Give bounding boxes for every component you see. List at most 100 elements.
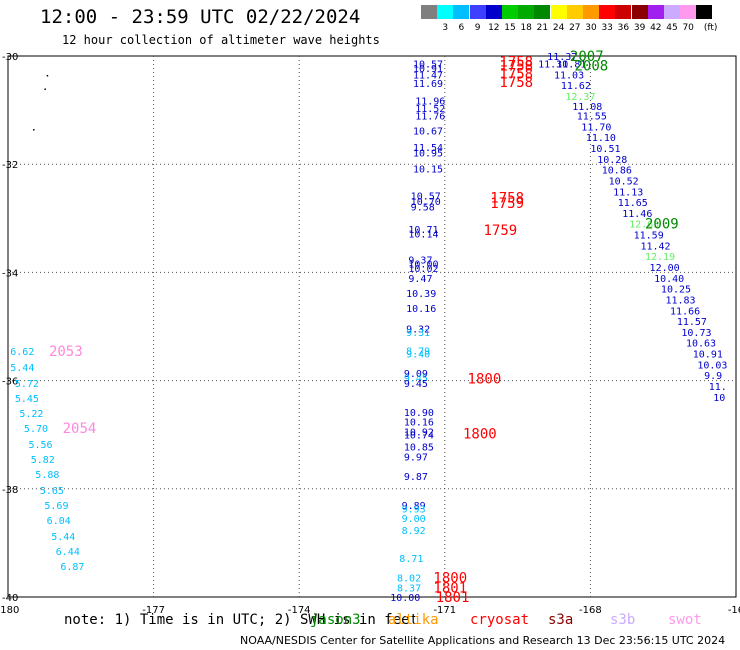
wave-height-label: 9.87 bbox=[404, 472, 428, 483]
mission-label: s3a bbox=[548, 612, 574, 628]
footer-note: note: 1) Time is in UTC; 2) SWH is in fe… bbox=[64, 612, 419, 628]
wave-height-label: 8.02 bbox=[397, 574, 421, 585]
wave-height-label: 10.52 bbox=[609, 176, 639, 187]
wave-height-label: 11.76 bbox=[415, 112, 445, 123]
legend-swatch bbox=[485, 5, 502, 19]
time-label: 2007 bbox=[570, 49, 604, 65]
time-label: 1759 bbox=[483, 223, 517, 239]
mission-label: swot bbox=[668, 612, 702, 628]
time-label: 1801 bbox=[436, 590, 470, 606]
wave-height-label: 11.13 bbox=[613, 187, 643, 198]
y-tick-label: -32 bbox=[2, 160, 18, 171]
y-tick-label: -36 bbox=[2, 377, 18, 388]
wave-height-label: 11.31 bbox=[538, 60, 568, 71]
wave-height-label: 11.55 bbox=[577, 112, 607, 123]
wave-height-label: 11.70 bbox=[581, 122, 611, 133]
y-tick-label: -40 bbox=[2, 593, 18, 604]
wave-height-label: 10.16 bbox=[404, 418, 434, 429]
legend-label: 3 bbox=[442, 23, 449, 33]
wave-height-label: 10.85 bbox=[404, 443, 434, 454]
wave-height-label: 11.66 bbox=[670, 306, 700, 317]
page-title: 12:00 - 23:59 UTC 02/22/2024 bbox=[40, 6, 361, 28]
x-tick-label: -174 bbox=[288, 605, 311, 616]
land-speck bbox=[46, 74, 49, 77]
wave-height-label: 10.25 bbox=[661, 285, 691, 296]
legend-swatch bbox=[518, 5, 535, 19]
time-label: 1758 bbox=[499, 54, 533, 70]
wave-height-label: 11.83 bbox=[665, 295, 695, 306]
wave-height-label: 10.74 bbox=[404, 431, 434, 442]
legend-label: 15 bbox=[504, 23, 516, 33]
wave-height-label: 5.44 bbox=[51, 532, 75, 543]
time-label: 1758 bbox=[499, 75, 533, 91]
page-subtitle: 12 hour collection of altimeter wave hei… bbox=[62, 33, 380, 47]
wave-height-label: 5.44 bbox=[10, 363, 34, 374]
wave-height-label: 10.00 bbox=[408, 260, 438, 271]
wave-height-label: 10.90 bbox=[404, 408, 434, 419]
mission-label: jason3 bbox=[310, 612, 361, 628]
wave-height-label: 11.96 bbox=[415, 96, 445, 107]
wave-height-label: 10.70 bbox=[411, 197, 441, 208]
wave-height-label: 11.62 bbox=[561, 81, 591, 92]
wave-height-label: 10 bbox=[713, 393, 725, 404]
legend-swatch bbox=[437, 5, 454, 19]
legend-label: 36 bbox=[617, 23, 630, 33]
time-label: 1800 bbox=[433, 571, 467, 587]
wave-height-label: 10.57 bbox=[411, 192, 441, 203]
wave-height-label: 10.51 bbox=[590, 144, 620, 155]
legend-label: 18 bbox=[520, 23, 532, 33]
wave-height-label: 11. bbox=[709, 382, 727, 393]
wave-height-label: 10.92 bbox=[404, 427, 434, 438]
legend-label: 39 bbox=[633, 23, 646, 33]
wave-height-label: 11.47 bbox=[413, 70, 443, 81]
legend-label: 45 bbox=[666, 23, 678, 33]
wave-height-label: 11.03 bbox=[554, 70, 584, 81]
legend-label: 6 bbox=[458, 23, 465, 33]
legend-label: 24 bbox=[552, 23, 565, 33]
wave-height-label: 9.58 bbox=[411, 202, 435, 213]
wave-height-label: 10.39 bbox=[406, 289, 436, 300]
wave-height-label: 10.16 bbox=[406, 304, 436, 315]
legend-swatch bbox=[421, 5, 437, 19]
y-tick-label: -34 bbox=[2, 268, 18, 279]
land-speck bbox=[33, 129, 35, 131]
wave-height-label: 12.19 bbox=[645, 252, 675, 263]
wave-height-label: 5.65 bbox=[40, 486, 64, 497]
wave-height-label: 6.87 bbox=[60, 562, 84, 573]
legend-label: 21 bbox=[536, 23, 549, 33]
legend-unit: (ft) bbox=[703, 23, 718, 33]
wave-height-label: 9.45 bbox=[404, 373, 428, 384]
wave-height-label: 10.40 bbox=[654, 274, 684, 285]
y-tick-label: -38 bbox=[2, 485, 18, 496]
wave-height-label: 5.56 bbox=[28, 440, 52, 451]
wave-height-label: 8.79 bbox=[406, 346, 430, 357]
wave-height-label: 6.04 bbox=[47, 516, 71, 527]
wave-height-label: 11.37 bbox=[547, 52, 577, 63]
x-tick-label: -177 bbox=[142, 605, 165, 616]
wave-height-label: 10.14 bbox=[408, 229, 438, 240]
legend-label: 9 bbox=[474, 23, 481, 33]
legend-swatch bbox=[469, 5, 486, 19]
plot-frame bbox=[7, 55, 737, 598]
wave-height-label: 9.9 bbox=[704, 371, 722, 382]
wave-height-label: 10.28 bbox=[597, 155, 627, 166]
wave-height-label: 11.69 bbox=[413, 79, 443, 90]
time-label: 1801 bbox=[433, 580, 467, 596]
x-tick-label: -16 bbox=[728, 605, 740, 616]
wave-height-label: 8.37 bbox=[397, 583, 421, 594]
footer-credit: NOAA/NESDIS Center for Satellite Applica… bbox=[240, 634, 726, 647]
wave-height-label: 9.97 bbox=[404, 452, 428, 463]
wave-height-label: 9.37 bbox=[408, 255, 432, 266]
time-label: 1758 bbox=[499, 59, 533, 75]
wave-height-label: 10.95 bbox=[413, 148, 443, 159]
time-label: 2053 bbox=[49, 344, 83, 360]
wave-height-label: 5.72 bbox=[15, 379, 39, 390]
legend-swatch bbox=[696, 5, 713, 19]
legend-swatch bbox=[631, 5, 648, 19]
wave-height-label: 10.15 bbox=[413, 165, 443, 176]
legend-swatch bbox=[615, 5, 632, 19]
wave-height-label: 6.62 bbox=[10, 347, 34, 358]
wave-height-label: 11.52 bbox=[415, 104, 445, 115]
wave-height-label: 5.70 bbox=[24, 424, 48, 435]
